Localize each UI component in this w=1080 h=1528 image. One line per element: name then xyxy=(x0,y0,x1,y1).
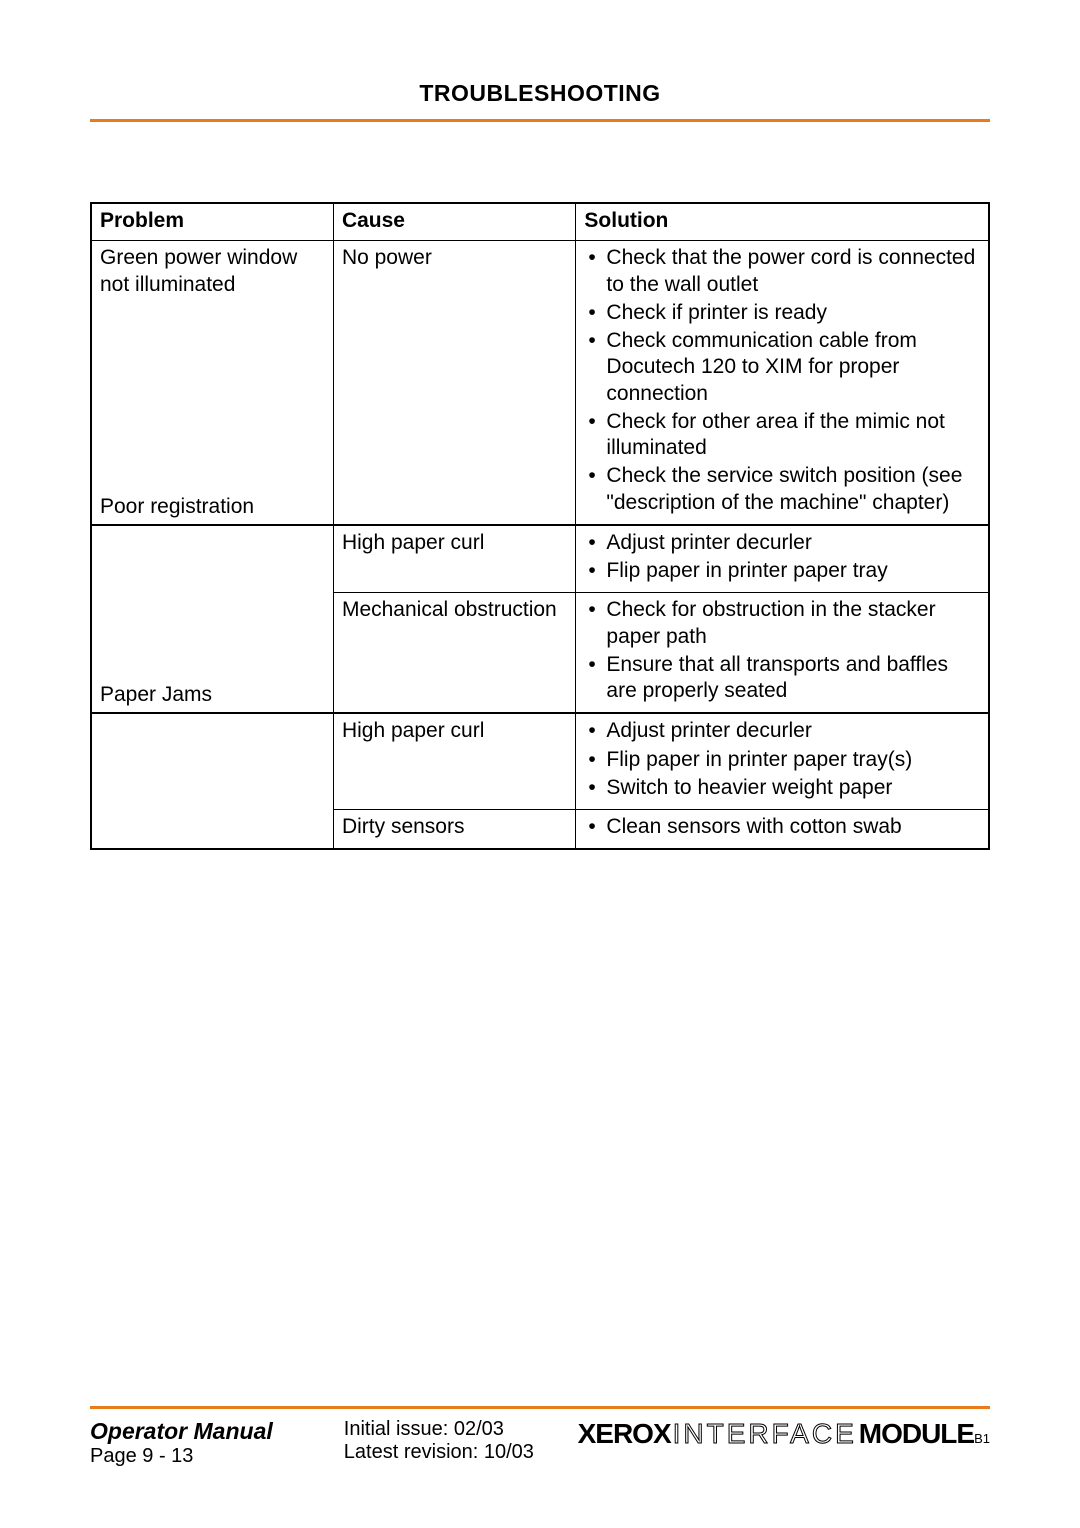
table-row: High paper curl Adjust printer decurler Fl… xyxy=(91,713,989,809)
problem-bottom-text: Paper Jams xyxy=(100,682,325,708)
cause-cell: Dirty sensors xyxy=(333,810,575,850)
col-header-solution: Solution xyxy=(576,203,989,241)
solution-item: Adjust printer decurler xyxy=(584,718,980,744)
cause-cell: High paper curl xyxy=(333,713,575,809)
solution-item: Clean sensors with cotton swab xyxy=(584,814,980,840)
solution-item: Check for obstruction in the stacker pap… xyxy=(584,597,980,650)
col-header-cause: Cause xyxy=(333,203,575,241)
footer-logo: XEROXINTERFACEMODULEB1 xyxy=(578,1418,990,1450)
solution-item: Check the service switch position (see "… xyxy=(584,463,980,516)
logo-interface: INTERFACE xyxy=(673,1418,857,1449)
cause-cell: No power xyxy=(333,241,575,525)
page-footer: Operator Manual Page 9 - 13 Initial issu… xyxy=(90,1406,990,1468)
solution-item: Check communication cable from Docutech … xyxy=(584,328,980,407)
troubleshooting-table: Problem Cause Solution Green power windo… xyxy=(90,202,990,850)
logo-suffix: B1 xyxy=(974,1431,990,1446)
cause-cell: Mechanical obstruction xyxy=(333,593,575,714)
problem-cell: Green power window not illuminated Poor r… xyxy=(91,241,333,525)
page-number: Page 9 - 13 xyxy=(90,1445,324,1468)
logo-xerox: XEROX xyxy=(578,1418,671,1449)
problem-bottom-text: Poor registration xyxy=(100,494,325,520)
logo-module: MODULE xyxy=(859,1418,974,1449)
solution-cell: Adjust printer decurler Flip paper in pri… xyxy=(576,713,989,809)
solution-item: Flip paper in printer paper tray xyxy=(584,558,980,584)
solution-item: Switch to heavier weight paper xyxy=(584,775,980,801)
solution-item: Flip paper in printer paper tray(s) xyxy=(584,747,980,773)
table-row: Paper JamsHigh paper curlAdjust printer … xyxy=(91,525,989,593)
problem-cell: Paper Jams xyxy=(91,525,333,714)
solution-item: Check if printer is ready xyxy=(584,300,980,326)
solution-list: Clean sensors with cotton swab xyxy=(584,814,980,840)
problem-top-text: Green power window not illuminated xyxy=(100,245,325,298)
solution-cell: Clean sensors with cotton swab xyxy=(576,810,989,850)
problem-cell xyxy=(91,713,333,849)
footer-mid: Initial issue: 02/03 Latest revision: 10… xyxy=(324,1418,578,1464)
solution-list: Adjust printer decurlerFlip paper in pri… xyxy=(584,530,980,585)
initial-issue: Initial issue: 02/03 xyxy=(344,1418,578,1441)
manual-title: Operator Manual xyxy=(90,1418,324,1445)
solution-item: Check for other area if the mimic not il… xyxy=(584,409,980,462)
solution-list: Check for obstruction in the stacker pap… xyxy=(584,597,980,704)
solution-list: Check that the power cord is connected t… xyxy=(584,245,980,516)
table-header-row: Problem Cause Solution xyxy=(91,203,989,241)
solution-item: Adjust printer decurler xyxy=(584,530,980,556)
table-body: Green power window not illuminated Poor r… xyxy=(91,241,989,850)
solution-item: Ensure that all transports and baffles a… xyxy=(584,652,980,705)
solution-cell: Check for obstruction in the stacker pap… xyxy=(576,593,989,714)
footer-left: Operator Manual Page 9 - 13 xyxy=(90,1418,324,1468)
page-title: TROUBLESHOOTING xyxy=(90,80,990,122)
col-header-problem: Problem xyxy=(91,203,333,241)
solution-list: Adjust printer decurler Flip paper in pri… xyxy=(584,718,980,801)
solution-cell: Check that the power cord is connected t… xyxy=(576,241,989,525)
cause-cell: High paper curl xyxy=(333,525,575,593)
solution-cell: Adjust printer decurlerFlip paper in pri… xyxy=(576,525,989,593)
latest-revision: Latest revision: 10/03 xyxy=(344,1441,578,1464)
solution-item: Check that the power cord is connected t… xyxy=(584,245,980,298)
table-row: Green power window not illuminated Poor r… xyxy=(91,241,989,525)
